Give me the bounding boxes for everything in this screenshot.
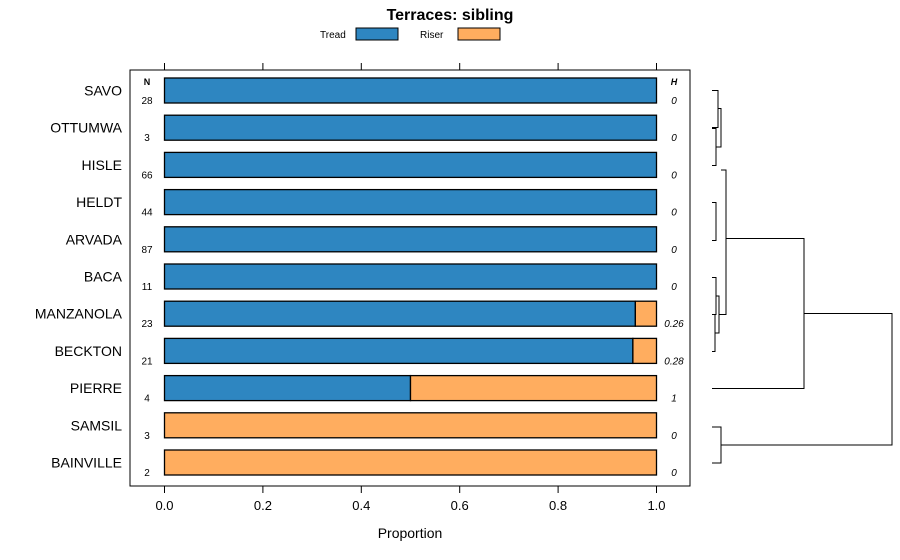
n-value-ottumwa: 3: [144, 133, 150, 144]
h-value-arvada: 0: [671, 245, 677, 256]
n-value-manzanola: 23: [141, 319, 153, 330]
category-label-hisle: HISLE: [82, 157, 122, 173]
bar-savo-tread: [163, 77, 658, 104]
dendrogram-link-6: [712, 314, 716, 352]
dendrogram-link-4: [712, 202, 717, 241]
n-value-bainville: 2: [144, 468, 150, 479]
x-tick-label: 0.2: [254, 498, 272, 513]
bar-beckton-tread: [163, 337, 634, 365]
h-value-bainville: 0: [671, 468, 677, 479]
h-value-beckton: 0.28: [664, 356, 684, 367]
legend: Tread Riser: [320, 27, 501, 41]
n-value-hisle: 66: [141, 170, 153, 181]
bar-pierre-riser: [409, 374, 658, 402]
h-value-manzanola: 0.26: [664, 319, 684, 330]
category-label-baca: BACA: [84, 269, 123, 285]
category-label-manzanola: MANZANOLA: [35, 306, 123, 322]
n-value-beckton: 21: [141, 356, 153, 367]
bar-bainville-riser: [163, 449, 658, 476]
category-label-heldt: HELDT: [76, 194, 122, 210]
h-value-samsil: 0: [671, 431, 677, 442]
dendrogram: [712, 90, 893, 464]
legend-label-riser: Riser: [420, 30, 444, 41]
dendrogram-link-8: [719, 169, 727, 315]
dendrogram-link-11: [721, 313, 893, 446]
legend-label-tread: Tread: [320, 30, 346, 41]
h-value-baca: 0: [671, 282, 677, 293]
legend-swatch-riser: [457, 27, 501, 41]
bar-manzanola-riser: [634, 300, 658, 327]
category-label-ottumwa: OTTUMWA: [50, 120, 122, 136]
dendrogram-link-10: [712, 426, 722, 464]
bar-hisle-tread: [163, 151, 658, 179]
n-value-pierre: 4: [144, 394, 150, 405]
x-tick-label: 0.6: [451, 498, 469, 513]
dendrogram-link-5: [712, 277, 717, 315]
bar-pierre-tread: [163, 374, 412, 402]
plot-panel: [129, 69, 691, 487]
category-label-savo: SAVO: [84, 83, 122, 99]
bar-samsil-riser: [163, 412, 658, 439]
bar-arvada-tread: [163, 226, 658, 253]
x-tick-label: 0.4: [352, 498, 370, 513]
n-value-samsil: 3: [144, 431, 150, 442]
bars-group: [163, 77, 658, 476]
h-header: H: [671, 77, 678, 87]
n-value-baca: 11: [142, 282, 153, 293]
bar-baca-tread: [163, 263, 658, 290]
n-value-heldt: 44: [141, 208, 153, 219]
x-tick-label: 0.8: [549, 498, 567, 513]
h-value-savo: 0: [671, 96, 677, 107]
dendrogram-link-1: [712, 90, 719, 128]
x-tick-label: 1.0: [647, 498, 665, 513]
dendrogram-link-2: [712, 128, 717, 166]
x-tick-label: 0.0: [155, 498, 173, 513]
x-axis: 0.0 0.2 0.4 0.6 0.8 1.0: [155, 63, 666, 513]
bar-beckton-riser: [632, 337, 658, 365]
legend-swatch-tread: [355, 27, 399, 41]
h-value-heldt: 0: [671, 208, 677, 219]
chart-title: Terraces: sibling: [387, 7, 514, 24]
bar-ottumwa-tread: [163, 114, 658, 141]
bar-heldt-tread: [163, 188, 658, 216]
category-label-arvada: ARVADA: [66, 231, 123, 247]
category-labels: SAVO OTTUMWA HISLE HELDT ARVADA BACA MANZANOLA…: [35, 83, 123, 471]
n-column: N 28 3 66 44 87 11 23 21 4 3 2: [141, 77, 153, 479]
category-label-samsil: SAMSIL: [71, 417, 123, 433]
n-header: N: [144, 77, 151, 87]
x-axis-label: Proportion: [378, 525, 443, 541]
bar-manzanola-tread: [163, 300, 636, 327]
category-label-pierre: PIERRE: [70, 380, 122, 396]
h-column: H 0 0 0 0 0 0 0.26 0.28 1 0 0: [664, 77, 684, 479]
category-label-beckton: BECKTON: [55, 343, 122, 359]
category-label-bainville: BAINVILLE: [51, 455, 122, 471]
h-value-hisle: 0: [671, 170, 677, 181]
n-value-savo: 28: [141, 96, 153, 107]
dendrogram-link-3: [716, 108, 722, 148]
h-value-pierre: 1: [671, 394, 677, 405]
h-value-ottumwa: 0: [671, 133, 677, 144]
n-value-arvada: 87: [141, 245, 153, 256]
